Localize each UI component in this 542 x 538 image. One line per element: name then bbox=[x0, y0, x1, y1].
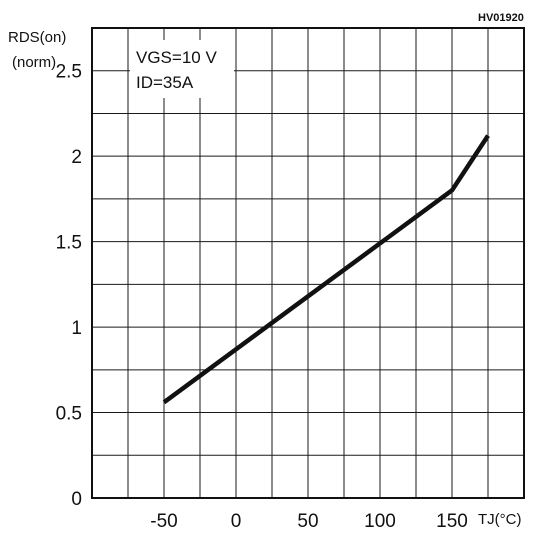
y-axis-title-line1: RDS(on) bbox=[8, 29, 66, 46]
series-line-rds-on bbox=[162, 134, 490, 405]
x-axis-title: TJ(°C) bbox=[478, 511, 521, 528]
grid bbox=[92, 28, 524, 498]
y-tick-label: 2.5 bbox=[56, 62, 82, 83]
x-tick-labels: -50 0 50 100 150 bbox=[150, 511, 468, 532]
annotation-vgs: VGS=10 V bbox=[136, 48, 217, 67]
annotation-id: ID=35A bbox=[136, 73, 194, 92]
y-tick-label: 2 bbox=[71, 147, 82, 168]
x-tick-label: 150 bbox=[436, 511, 468, 532]
x-tick-label: 50 bbox=[297, 511, 318, 532]
annotation-box bbox=[130, 40, 234, 98]
plot-frame bbox=[91, 27, 525, 499]
y-axis-title-line2: (norm) bbox=[12, 54, 56, 71]
x-tick-label: 100 bbox=[364, 511, 396, 532]
y-tick-label: 1 bbox=[71, 318, 82, 339]
y-tick-labels: 0 0.5 1 1.5 2 2.5 bbox=[56, 62, 82, 510]
series-layer bbox=[162, 134, 490, 405]
figure-code: HV01920 bbox=[478, 12, 524, 24]
y-tick-label: 1.5 bbox=[56, 233, 82, 254]
y-tick-label: 0 bbox=[71, 489, 82, 510]
x-tick-label: 0 bbox=[231, 511, 242, 532]
x-tick-label: -50 bbox=[150, 511, 177, 532]
y-tick-label: 0.5 bbox=[56, 404, 82, 425]
